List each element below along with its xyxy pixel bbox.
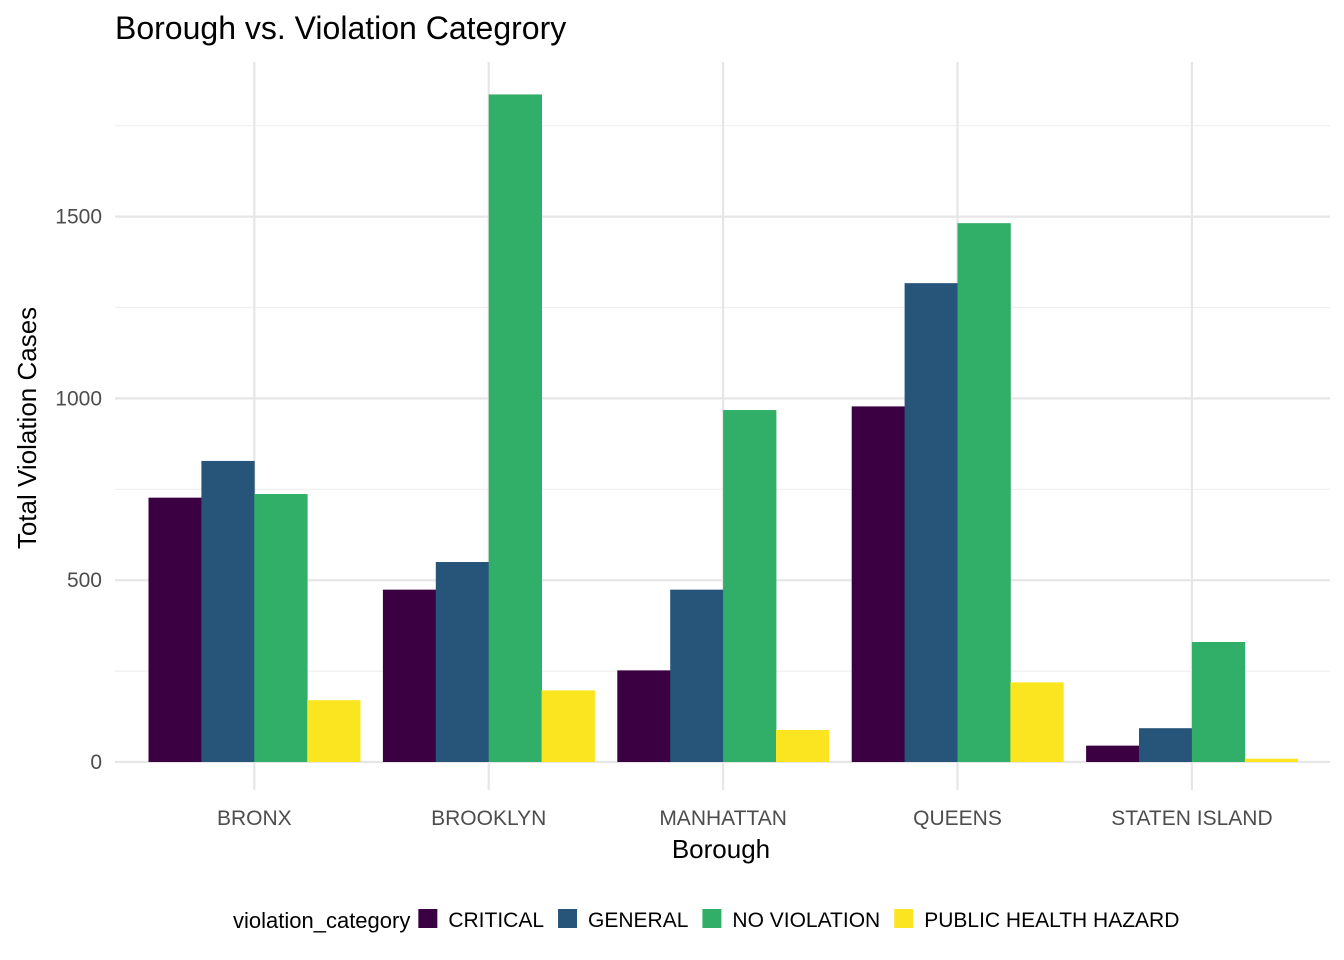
x-tick-label: MANHATTAN: [659, 807, 787, 830]
bar-staten-island-no-violation: [1191, 642, 1246, 762]
bar-queens-public-health-hazard: [1010, 682, 1064, 762]
bar-manhattan-general: [670, 589, 724, 762]
x-tick-label: BRONX: [217, 807, 292, 830]
legend-key: [418, 909, 438, 928]
bar-bronx-public-health-hazard: [307, 700, 361, 762]
bar-queens-general: [904, 283, 958, 762]
y-tick-label: 1500: [55, 206, 102, 229]
bar-staten-island-general: [1139, 728, 1193, 762]
x-tick-label: QUEENS: [913, 807, 1002, 830]
x-axis-ticks: BRONX BROOKLYN MANHATTAN QUEENS STATEN ISLAN…: [217, 807, 1273, 830]
legend-title: violation_category: [233, 908, 410, 933]
bar-queens-critical: [851, 406, 905, 762]
bar-manhattan-public-health-hazard: [776, 730, 830, 762]
x-tick-label: BROOKLYN: [431, 807, 546, 830]
bar-brooklyn-general: [435, 562, 490, 762]
bar-bronx-critical: [148, 497, 202, 762]
bar-queens-no-violation: [957, 223, 1011, 763]
bars: [148, 94, 1299, 763]
bar-manhattan-critical: [617, 670, 671, 762]
y-tick-label: 0: [90, 751, 102, 774]
x-axis-title: Borough: [672, 834, 770, 864]
legend-label: PUBLIC HEALTH HAZARD: [924, 909, 1179, 932]
legend-key: [894, 909, 914, 928]
bar-staten-island-public-health-hazard: [1244, 758, 1299, 762]
legend-key: [558, 909, 578, 928]
bar-bronx-no-violation: [254, 494, 308, 762]
legend-label: NO VIOLATION: [732, 909, 880, 932]
bar-staten-island-critical: [1086, 745, 1140, 762]
y-tick-label: 1000: [55, 387, 102, 410]
bar-manhattan-no-violation: [723, 410, 777, 762]
legend-label: GENERAL: [588, 909, 688, 932]
chart-title: Borough vs. Violation Categrory: [115, 10, 566, 46]
bar-bronx-general: [201, 460, 255, 762]
x-tick-label: STATEN ISLAND: [1111, 807, 1272, 830]
y-axis-ticks: 0 500 1000 1500: [55, 206, 102, 774]
legend-key: [702, 909, 722, 928]
y-axis-title: Total Violation Cases: [12, 307, 42, 549]
y-tick-label: 500: [67, 569, 102, 592]
bar-brooklyn-public-health-hazard: [541, 690, 595, 762]
legend-label: CRITICAL: [448, 909, 544, 932]
legend: violation_category CRITICAL GENERAL NO VIO…: [233, 908, 1179, 933]
bar-brooklyn-no-violation: [488, 94, 542, 762]
bar-brooklyn-critical: [382, 589, 437, 762]
